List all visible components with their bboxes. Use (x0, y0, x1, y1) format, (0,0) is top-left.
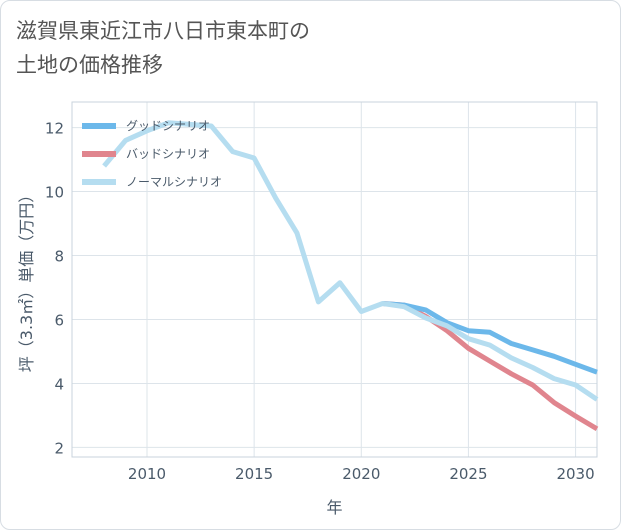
axis-ticks: 2010 2015 2020 2025 2030 2 4 6 8 10 12 (45, 120, 595, 483)
series-lines (102, 120, 599, 432)
y-tick-label: 4 (54, 375, 64, 393)
y-tick-label: 10 (45, 184, 64, 202)
grid (72, 102, 597, 457)
series-line-1 (382, 301, 598, 375)
chart-title-line2: 土地の価格推移 (16, 53, 163, 77)
series-line-3 (102, 120, 599, 402)
plot-area (71, 101, 598, 458)
x-tick-label: 2015 (235, 465, 273, 483)
y-tick-label: 6 (54, 311, 64, 329)
y-axis-title: 坪（3.3㎡）単価（万円） (17, 187, 36, 372)
x-tick-label: 2020 (342, 465, 380, 483)
x-tick-label: 2030 (556, 465, 594, 483)
x-tick-label: 2010 (128, 465, 166, 483)
chart-title: 滋賀県東近江市八日市東本町の 土地の価格推移 (16, 14, 516, 82)
legend-label: バッドシナリオ (126, 147, 210, 161)
series-line-2 (382, 301, 599, 432)
y-tick-label: 12 (45, 120, 64, 138)
chart-title-line1: 滋賀県東近江市八日市東本町の (16, 19, 310, 43)
legend-label: グッドシナリオ (126, 119, 210, 133)
x-tick-label: 2025 (449, 465, 487, 483)
legend-label: ノーマルシナリオ (126, 175, 222, 189)
x-axis-title: 年 (326, 498, 342, 517)
y-tick-label: 8 (54, 248, 64, 266)
y-tick-label: 2 (54, 439, 64, 457)
